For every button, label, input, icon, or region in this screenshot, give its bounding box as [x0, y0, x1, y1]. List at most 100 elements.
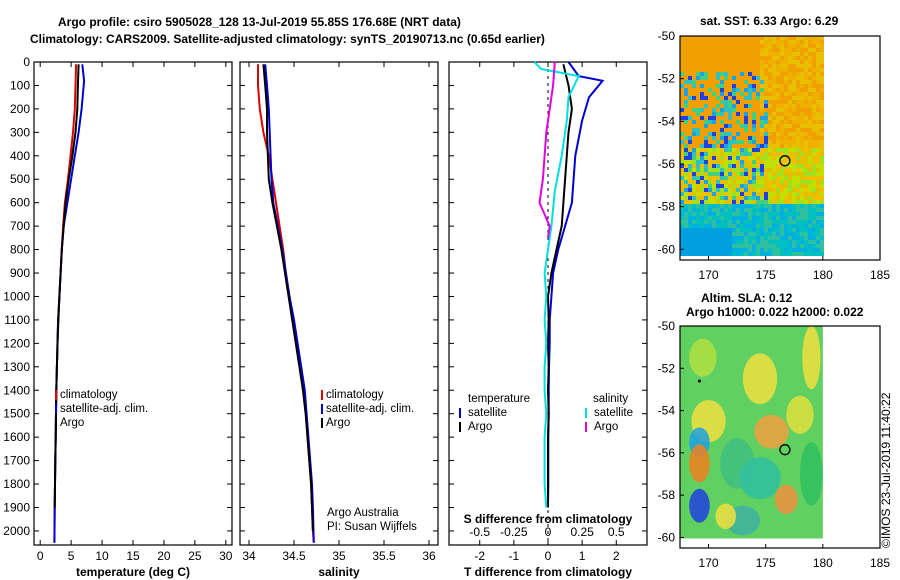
heatmap-cell [792, 204, 796, 208]
heatmap-cell [776, 48, 780, 52]
heatmap-cell [744, 200, 748, 204]
heatmap-cell [784, 44, 788, 48]
heatmap-cell [748, 220, 752, 224]
heatmap-cell [728, 228, 732, 232]
heatmap-cell [788, 168, 792, 172]
heatmap-cell [684, 176, 688, 180]
heatmap-cell [680, 160, 684, 164]
heatmap-cell [776, 204, 780, 208]
heatmap-cell [684, 180, 688, 184]
heatmap-cell [700, 232, 704, 236]
legend-label: Argo [60, 417, 84, 429]
heatmap-cell [732, 184, 736, 188]
heatmap-cell [704, 116, 708, 120]
heatmap-cell [700, 52, 704, 56]
heatmap-cell [764, 244, 768, 248]
heatmap-cell [792, 124, 796, 128]
heatmap-cell [708, 120, 712, 124]
heatmap-cell [680, 176, 684, 180]
heatmap-cell [756, 52, 760, 56]
heatmap-cell [792, 248, 796, 252]
heatmap-cell [800, 156, 804, 160]
heatmap-cell [756, 72, 760, 76]
heatmap-cell [804, 164, 808, 168]
heatmap-cell [816, 108, 820, 112]
heatmap-cell [684, 48, 688, 52]
heatmap-cell [812, 184, 816, 188]
heatmap-cell [808, 208, 812, 212]
legend-label: satellite-adj. clim. [60, 403, 148, 415]
heatmap-cell [780, 148, 784, 152]
heatmap-cell [808, 212, 812, 216]
heatmap-cell [776, 128, 780, 132]
heatmap-cell [748, 212, 752, 216]
heatmap-cell [708, 96, 712, 100]
heatmap-cell [796, 48, 800, 52]
heatmap-cell [768, 236, 772, 240]
heatmap-cell [776, 100, 780, 104]
heatmap-cell [772, 184, 776, 188]
heatmap-cell [760, 112, 764, 116]
heatmap-cell [720, 228, 724, 232]
heatmap-cell [732, 172, 736, 176]
heatmap-cell [772, 68, 776, 72]
heatmap-cell [756, 96, 760, 100]
heatmap-cell [748, 96, 752, 100]
heatmap-cell [800, 220, 804, 224]
heatmap-cell [820, 96, 824, 100]
heatmap-cell [712, 196, 716, 200]
heatmap-cell [748, 180, 752, 184]
heatmap-cell [768, 200, 772, 204]
heatmap-cell [740, 176, 744, 180]
heatmap-cell [784, 124, 788, 128]
heatmap-cell [736, 168, 740, 172]
heatmap-cell [760, 144, 764, 148]
heatmap-cell [720, 64, 724, 68]
heatmap-cell [712, 48, 716, 52]
heatmap-cell [716, 180, 720, 184]
heatmap-cell [768, 92, 772, 96]
heatmap-cell [792, 88, 796, 92]
heatmap-cell [792, 68, 796, 72]
heatmap-cell [680, 200, 684, 204]
heatmap-cell [724, 108, 728, 112]
heatmap-cell [680, 44, 684, 48]
heatmap-cell [756, 236, 760, 240]
heatmap-cell [780, 156, 784, 160]
heatmap-cell [732, 108, 736, 112]
heatmap-cell [680, 132, 684, 136]
heatmap-cell [752, 180, 756, 184]
heatmap-cell [700, 164, 704, 168]
heatmap-cell [712, 228, 716, 232]
heatmap-cell [688, 164, 692, 168]
heatmap-cell [812, 148, 816, 152]
heatmap-cell [680, 128, 684, 132]
heatmap-cell [764, 248, 768, 252]
heatmap-cell [788, 240, 792, 244]
heatmap-cell [688, 60, 692, 64]
heatmap-cell [732, 216, 736, 220]
heatmap-cell [784, 248, 788, 252]
heatmap-cell [712, 172, 716, 176]
series-line-salinity-2 [262, 64, 314, 531]
heatmap-cell [724, 152, 728, 156]
heatmap-cell [776, 60, 780, 64]
heatmap-cell [748, 132, 752, 136]
imos-credit: ©IMOS 23-Jul-2019 11:40:22 [879, 392, 893, 548]
heatmap-cell [788, 212, 792, 216]
heatmap-cell [724, 252, 728, 256]
heatmap-cell [812, 140, 816, 144]
heatmap-cell [696, 132, 700, 136]
heatmap-cell [708, 144, 712, 148]
heatmap-cell [684, 128, 688, 132]
heatmap-cell [788, 68, 792, 72]
heatmap-cell [784, 40, 788, 44]
heatmap-cell [740, 72, 744, 76]
heatmap-cell [764, 148, 768, 152]
heatmap-cell [704, 100, 708, 104]
heatmap-cell [704, 176, 708, 180]
heatmap-cell [812, 208, 816, 212]
heatmap-cell [744, 84, 748, 88]
heatmap-cell [780, 100, 784, 104]
heatmap-cell [728, 132, 732, 136]
